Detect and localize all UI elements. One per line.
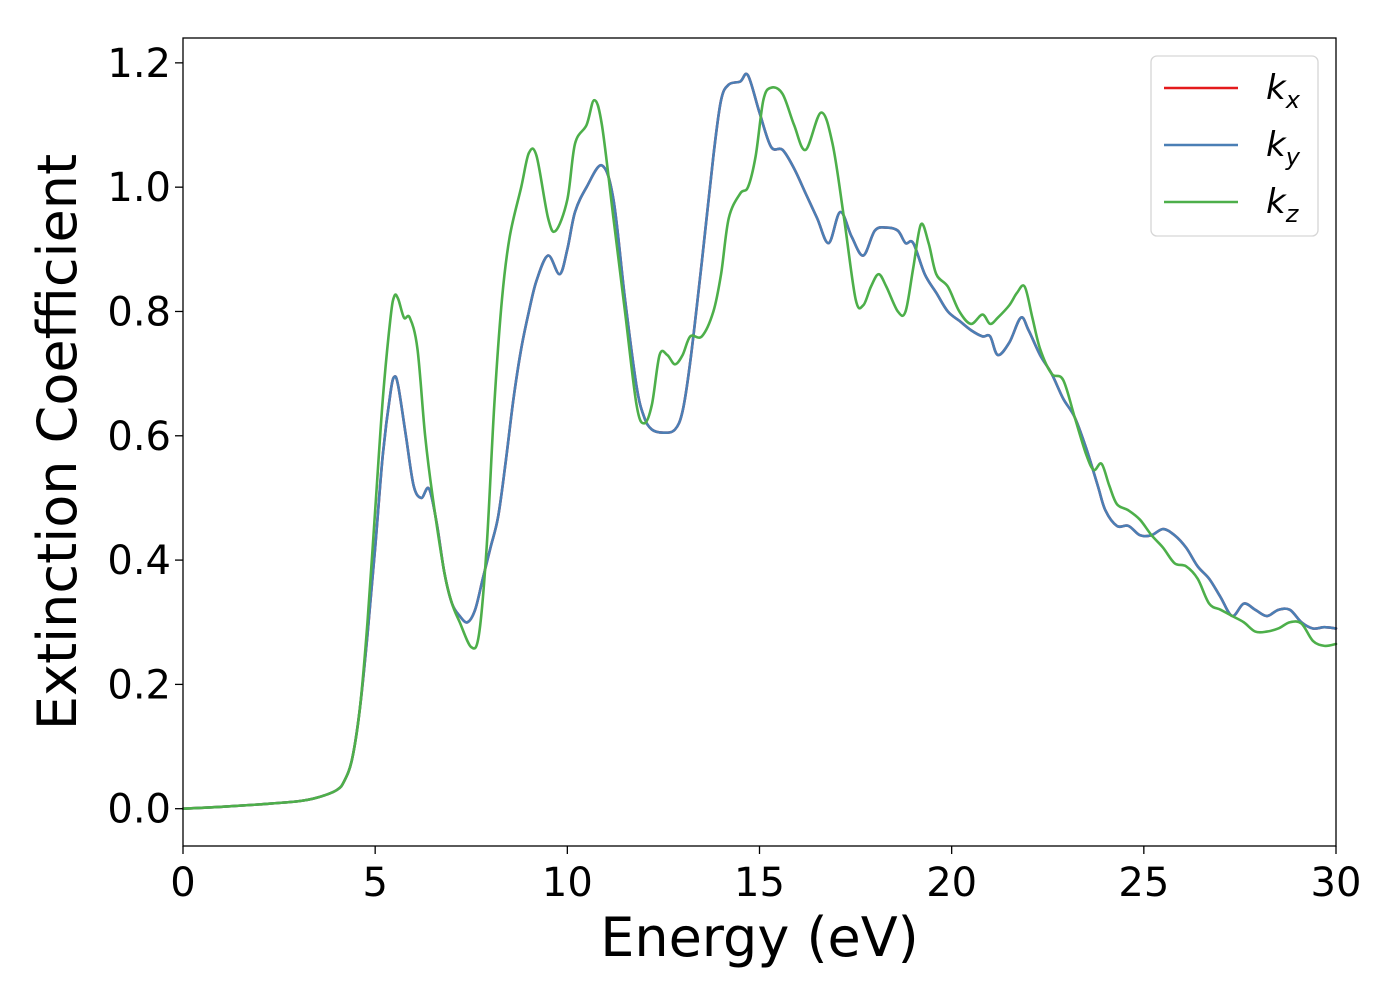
legend-label-main: k	[1266, 125, 1287, 165]
y-tick-label: 1.2	[107, 41, 171, 87]
legend-label-subscript: z	[1285, 200, 1300, 228]
y-tick-label: 0.4	[107, 538, 171, 584]
legend-label-subscript: x	[1285, 86, 1301, 114]
x-axis: 0 5 10 15 20 25 30	[170, 846, 1361, 906]
y-tick-label: 0.6	[107, 414, 171, 460]
x-tick-label: 25	[1118, 860, 1169, 906]
x-tick-label: 0	[170, 860, 195, 906]
x-tick-label: 5	[362, 860, 387, 906]
x-tick-label: 15	[734, 860, 785, 906]
y-tick-label: 1.0	[107, 165, 171, 211]
legend-label-y: ky	[1266, 125, 1301, 171]
legend-label-x: kx	[1266, 68, 1301, 114]
x-tick-label: 20	[926, 860, 977, 906]
legend-label-main: k	[1266, 182, 1287, 222]
x-tick-label: 10	[542, 860, 593, 906]
y-axis-title: Extinction Coefficient	[26, 154, 89, 730]
x-axis-title: Energy (eV)	[600, 906, 919, 969]
series-layer	[181, 72, 1338, 811]
y-axis: 0.0 0.2 0.4 0.6 0.8 1.0 1.2	[107, 41, 183, 833]
y-tick-label: 0.0	[107, 787, 171, 833]
y-tick-label: 0.2	[107, 662, 171, 708]
legend-label-subscript: y	[1285, 143, 1301, 171]
y-tick-label: 0.8	[107, 289, 171, 335]
x-tick-label: 30	[1311, 860, 1362, 906]
legend-label-main: k	[1266, 68, 1287, 108]
legend-label-z: kz	[1266, 182, 1300, 228]
series-line-y	[181, 72, 1338, 811]
series-line-z	[181, 86, 1338, 811]
